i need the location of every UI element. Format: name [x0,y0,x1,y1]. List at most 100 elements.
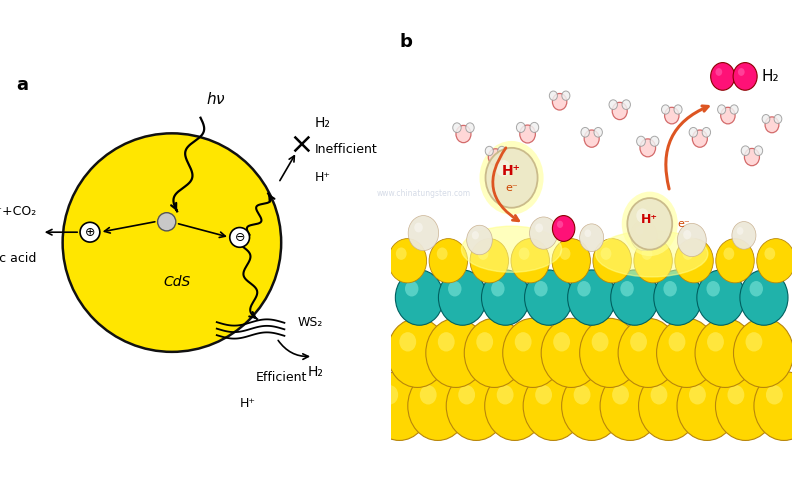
Circle shape [627,198,672,250]
Circle shape [634,239,672,283]
Circle shape [514,332,531,351]
Circle shape [496,160,510,177]
Circle shape [382,385,398,405]
Text: CdS: CdS [163,275,190,288]
Ellipse shape [462,226,562,272]
Circle shape [552,239,590,283]
Circle shape [535,223,543,232]
Circle shape [677,372,737,441]
Circle shape [523,372,583,441]
Circle shape [766,385,782,405]
Circle shape [630,220,657,251]
Text: a: a [16,76,28,94]
Circle shape [476,332,493,351]
Text: H⁺: H⁺ [240,396,256,409]
Circle shape [695,318,755,387]
Circle shape [669,332,686,351]
Circle shape [553,94,567,110]
Circle shape [702,128,710,137]
Circle shape [437,248,447,260]
Circle shape [387,318,447,387]
Circle shape [636,226,643,235]
Circle shape [453,123,461,132]
Circle shape [395,270,443,325]
Circle shape [737,227,743,235]
Circle shape [716,239,754,283]
Circle shape [642,248,652,260]
Circle shape [754,146,762,156]
Circle shape [707,332,724,351]
Circle shape [592,332,609,351]
Circle shape [370,372,430,441]
Circle shape [734,318,794,387]
Circle shape [420,385,437,405]
Circle shape [746,332,762,351]
Circle shape [502,318,563,387]
Circle shape [498,146,506,156]
Circle shape [438,332,454,351]
Circle shape [718,105,726,114]
Circle shape [491,281,505,297]
Circle shape [568,270,616,325]
Circle shape [578,281,590,297]
Circle shape [525,270,573,325]
Circle shape [663,281,677,297]
Circle shape [497,385,514,405]
Circle shape [488,149,502,165]
Circle shape [466,123,474,132]
Text: H₂: H₂ [315,116,330,130]
Circle shape [158,213,176,231]
Circle shape [541,318,602,387]
Circle shape [721,108,735,124]
Circle shape [388,239,426,283]
Text: b: b [399,33,412,51]
Circle shape [464,318,524,387]
Text: $\oplus$: $\oplus$ [84,226,95,239]
Circle shape [408,372,468,441]
Circle shape [640,139,655,157]
Circle shape [620,281,634,297]
Circle shape [466,225,492,255]
Circle shape [610,270,658,325]
Circle shape [723,248,734,260]
Circle shape [458,385,475,405]
Circle shape [630,332,647,351]
Circle shape [486,148,538,208]
Circle shape [738,68,745,76]
Circle shape [562,372,622,441]
Circle shape [80,222,100,242]
Circle shape [600,372,660,441]
Circle shape [657,318,717,387]
Text: Efficient: Efficient [256,371,307,384]
Circle shape [622,192,678,256]
Text: $\ominus$: $\ominus$ [234,231,246,244]
Circle shape [62,133,281,352]
Circle shape [689,385,706,405]
Text: H₂: H₂ [308,365,324,379]
Circle shape [535,385,552,405]
Text: H⁺: H⁺ [642,213,658,226]
Circle shape [517,122,525,132]
Circle shape [601,248,611,260]
Circle shape [612,385,629,405]
Circle shape [557,221,563,228]
Circle shape [765,248,775,260]
Circle shape [654,270,702,325]
Circle shape [438,270,486,325]
Circle shape [482,270,530,325]
Circle shape [740,270,788,325]
Circle shape [662,105,670,114]
Circle shape [553,216,575,241]
Circle shape [485,372,545,441]
Circle shape [622,100,630,109]
Circle shape [574,385,590,405]
Circle shape [710,62,734,90]
Circle shape [470,239,509,283]
Circle shape [612,102,627,120]
Circle shape [408,216,438,251]
Text: www.chinatungsten.com: www.chinatungsten.com [376,190,470,198]
Circle shape [665,108,679,124]
Circle shape [638,372,698,441]
Circle shape [550,91,558,100]
Circle shape [581,128,590,137]
